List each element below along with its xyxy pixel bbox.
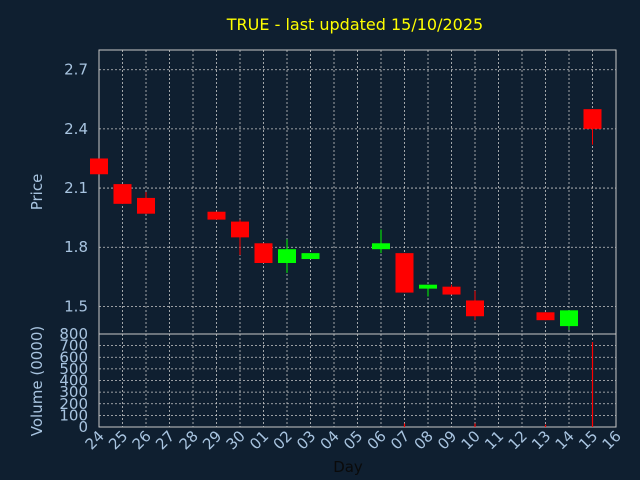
volume-tick-label: 500 (59, 360, 88, 378)
x-tick-label: 05 (340, 427, 366, 453)
volume-tick-label: 400 (59, 372, 88, 390)
x-tick-label: 29 (199, 427, 225, 453)
volume-tick-label: 200 (59, 395, 88, 413)
x-tick-label: 26 (129, 427, 155, 453)
candle-body (113, 184, 132, 204)
price-axis-ticks: 1.5 1.8 2.1 2.4 2.7 (64, 61, 88, 316)
candle-body (207, 211, 226, 220)
x-tick-label: 06 (364, 427, 390, 453)
volume-grid (98, 333, 617, 428)
candle-body (301, 253, 320, 260)
volume-tick-label: 800 (59, 325, 88, 343)
price-tick-label: 2.4 (64, 120, 88, 138)
volume-tick-label: 600 (59, 348, 88, 366)
x-axis-label: Day (333, 458, 363, 476)
volume-bars (403, 342, 594, 427)
x-tick-label: 10 (458, 427, 484, 453)
x-tick-label: 14 (552, 427, 578, 453)
candle-body (583, 109, 602, 129)
volume-tick-label: 300 (59, 383, 88, 401)
price-tick-label: 2.1 (64, 179, 88, 197)
x-tick-label: 08 (411, 427, 437, 453)
candle-body (560, 310, 578, 327)
x-tick-label: 11 (481, 427, 507, 453)
price-axis-label: Price (28, 174, 46, 211)
volume-axis-label: Volume (0000) (28, 326, 46, 436)
volume-tick-label: 0 (78, 418, 88, 436)
x-tick-label: 03 (293, 427, 319, 453)
x-tick-label: 27 (152, 427, 178, 453)
candle-body (536, 312, 555, 321)
candle-body (90, 158, 108, 175)
candle-body (466, 300, 484, 317)
x-tick-label: 12 (505, 427, 531, 453)
price-tick-label: 2.7 (64, 61, 88, 79)
x-tick-label: 04 (317, 427, 343, 453)
chart-title: TRUE - last updated 15/10/2025 (226, 15, 483, 34)
x-tick-label: 02 (270, 427, 296, 453)
x-tick-label: 30 (223, 427, 249, 453)
x-tick-label: 09 (434, 427, 460, 453)
price-tick-label: 1.8 (64, 238, 88, 256)
candle-body (254, 243, 273, 263)
x-tick-label: 13 (528, 427, 554, 453)
x-axis-ticks: 2425262728293001020304050607080910111213… (82, 427, 625, 453)
candle-body (372, 243, 390, 250)
price-grid (98, 50, 617, 334)
x-tick-label: 25 (105, 427, 131, 453)
candles (90, 109, 602, 331)
candle-body (395, 253, 414, 293)
x-tick-label: 28 (176, 427, 202, 453)
candle-body (419, 284, 437, 289)
candle-body (137, 197, 155, 214)
volume-tick-label: 700 (59, 337, 88, 355)
x-tick-label: 16 (599, 427, 625, 453)
candle-body (231, 221, 249, 238)
candle-body (442, 286, 461, 295)
candle-body (278, 249, 296, 263)
x-tick-label: 01 (246, 427, 272, 453)
price-tick-label: 1.5 (64, 297, 88, 315)
volume-plot-area (98, 333, 617, 428)
volume-tick-label: 100 (59, 406, 88, 424)
x-tick-label: 15 (575, 427, 601, 453)
x-tick-label: 07 (387, 427, 413, 453)
